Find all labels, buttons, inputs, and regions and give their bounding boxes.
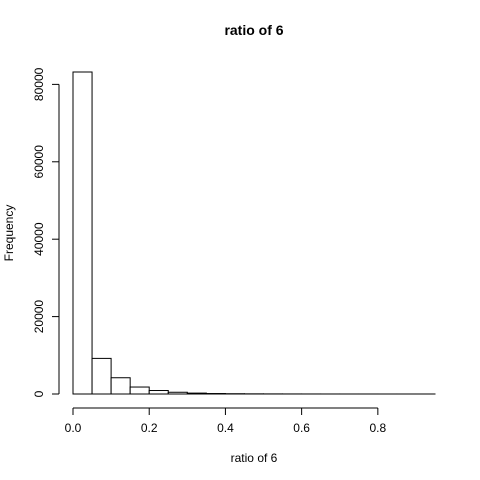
- histogram-bar: [167, 391, 188, 395]
- x-tick-label: 0.0: [65, 421, 82, 435]
- y-tick-label: 60000: [32, 145, 46, 179]
- chart-title: ratio of 6: [224, 22, 283, 38]
- y-axis: 0 20000 40000 60000 80000: [32, 67, 60, 397]
- y-tick-label: 80000: [32, 67, 46, 101]
- x-tick-label: 0.8: [369, 421, 386, 435]
- y-tick-label: 0: [32, 390, 46, 397]
- y-axis-label: Frequency: [2, 205, 16, 262]
- y-tick-label: 40000: [32, 222, 46, 256]
- x-tick-label: 0.4: [217, 421, 234, 435]
- histogram-bar: [110, 377, 131, 395]
- histogram-bar: [72, 71, 93, 395]
- histogram-bar: [148, 390, 169, 395]
- y-tick-label: 20000: [32, 300, 46, 334]
- histogram-bar: [186, 392, 207, 395]
- x-tick-label: 0.6: [293, 421, 310, 435]
- histogram-bar: [91, 357, 112, 395]
- x-axis: 0.0 0.2 0.4 0.6 0.8: [65, 407, 387, 435]
- x-axis-label: ratio of 6: [231, 451, 278, 465]
- bars-group: [72, 71, 436, 395]
- x-tick-label: 0.2: [141, 421, 158, 435]
- histogram-bar: [129, 386, 150, 395]
